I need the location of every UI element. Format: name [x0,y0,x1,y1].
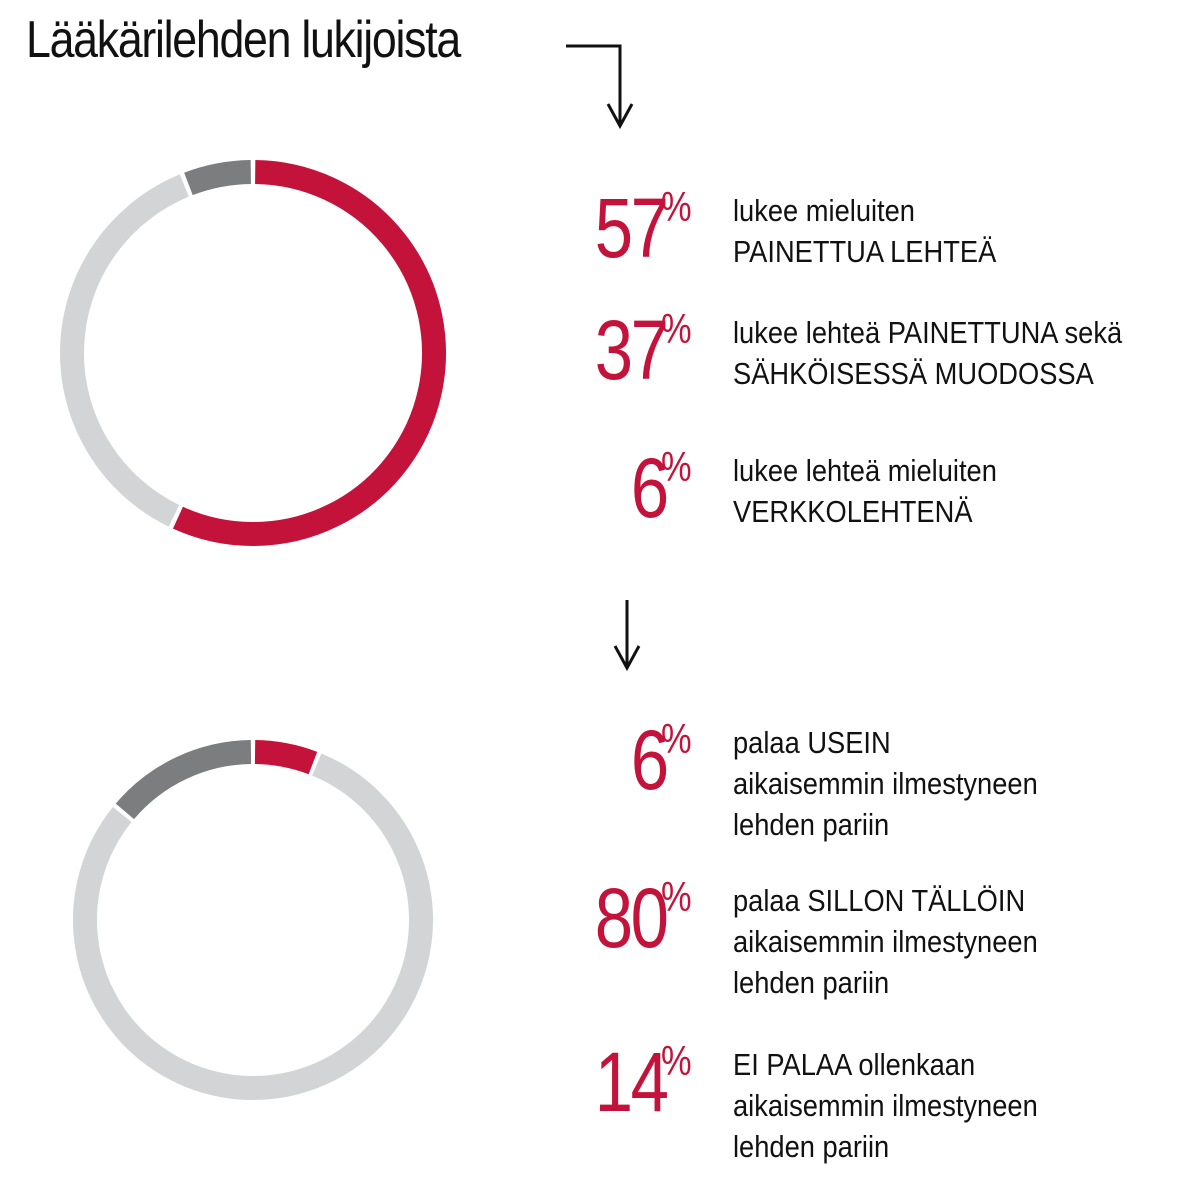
stat-description-line: lukee mieluiten [733,193,915,228]
stat-description-line: lehden pariin [733,965,890,1000]
stat-item: 57% lukee mieluiten PAINETTUA LEHTEÄ [520,186,1200,306]
stat-description-line: VERKKOLEHTENÄ [733,494,973,529]
stat-percentage: 57% [579,181,698,275]
donut-slice-57 [172,160,446,546]
stat-description-line: EI PALAA ollenkaan [733,1047,976,1082]
percent-sign: % [660,1037,692,1084]
stat-description: EI PALAA ollenkaan aikaisemmin ilmestynee… [733,1044,1038,1167]
stat-description-line: palaa SILLON TÄLLÖIN [733,883,1026,918]
percent-sign: % [660,443,692,490]
stat-description-line: aikaisemmin ilmestyneen [733,766,1038,801]
stat-value: 57 [594,181,669,275]
donut-slice-6 [184,160,252,196]
donut-chart-back-issues [73,740,433,1100]
stat-description-line: lukee lehteä mieluiten [733,453,997,488]
stat-description-line: aikaisemmin ilmestyneen [733,1088,1038,1123]
stat-percentage: 6% [623,713,698,807]
donut-slice-6 [254,740,318,775]
stat-description-line: lehden pariin [733,1129,890,1164]
chart-title: Lääkärilehden lukijoista [26,11,461,69]
percent-sign: % [660,305,692,352]
percent-sign: % [660,183,692,230]
stat-description-line: palaa USEIN [733,725,891,760]
stat-description: lukee lehteä PAINETTUNA sekä SÄHKÖISESSÄ … [733,312,1122,394]
stat-item: 6% palaa USEIN aikaisemmin ilmestyneen lehd… [520,713,1200,843]
donut-slice-80 [73,753,433,1100]
stat-item: 80% palaa SILLON TÄLLÖIN aikaisemmin ilmes… [520,871,1200,1001]
stat-description-line: PAINETTUA LEHTEÄ [733,234,997,269]
stat-description-line: lehden pariin [733,807,890,842]
stat-description-line: lukee lehteä PAINETTUNA sekä [733,315,1123,350]
arrow-down-icon [613,600,641,672]
stat-value: 14 [594,1035,669,1129]
stat-percentage: 6% [623,441,698,535]
donut-slice-37 [60,174,189,527]
stat-description-line: SÄHKÖISESSÄ MUODOSSA [733,356,1094,391]
stat-value: 37 [594,303,669,397]
percent-sign: % [660,873,692,920]
donut-slice-14 [115,740,252,820]
stat-description: lukee mieluiten PAINETTUA LEHTEÄ [733,190,996,272]
stat-percentage: 80% [579,871,698,965]
stat-value: 80 [594,871,669,965]
percent-sign: % [660,715,692,762]
stat-description: palaa USEIN aikaisemmin ilmestyneen lehden… [733,722,1038,845]
stat-description: palaa SILLON TÄLLÖIN aikaisemmin ilmestyn… [733,880,1038,1003]
stat-item: 37% lukee lehteä PAINETTUNA sekä SÄHKÖISES… [520,308,1200,428]
stat-description: lukee lehteä mieluiten VERKKOLEHTENÄ [733,450,997,532]
stat-percentage: 14% [579,1035,698,1129]
stat-description-line: aikaisemmin ilmestyneen [733,924,1038,959]
stat-value: 6 [630,441,669,535]
donut-chart-reading-format [60,160,446,546]
stat-percentage: 37% [579,303,698,397]
stat-item: 14% EI PALAA ollenkaan aikaisemmin ilmesty… [520,1035,1200,1165]
arrow-right-down-icon [566,44,634,130]
stat-item: 6% lukee lehteä mieluiten VERKKOLEHTENÄ [520,446,1200,566]
stat-value: 6 [630,713,669,807]
